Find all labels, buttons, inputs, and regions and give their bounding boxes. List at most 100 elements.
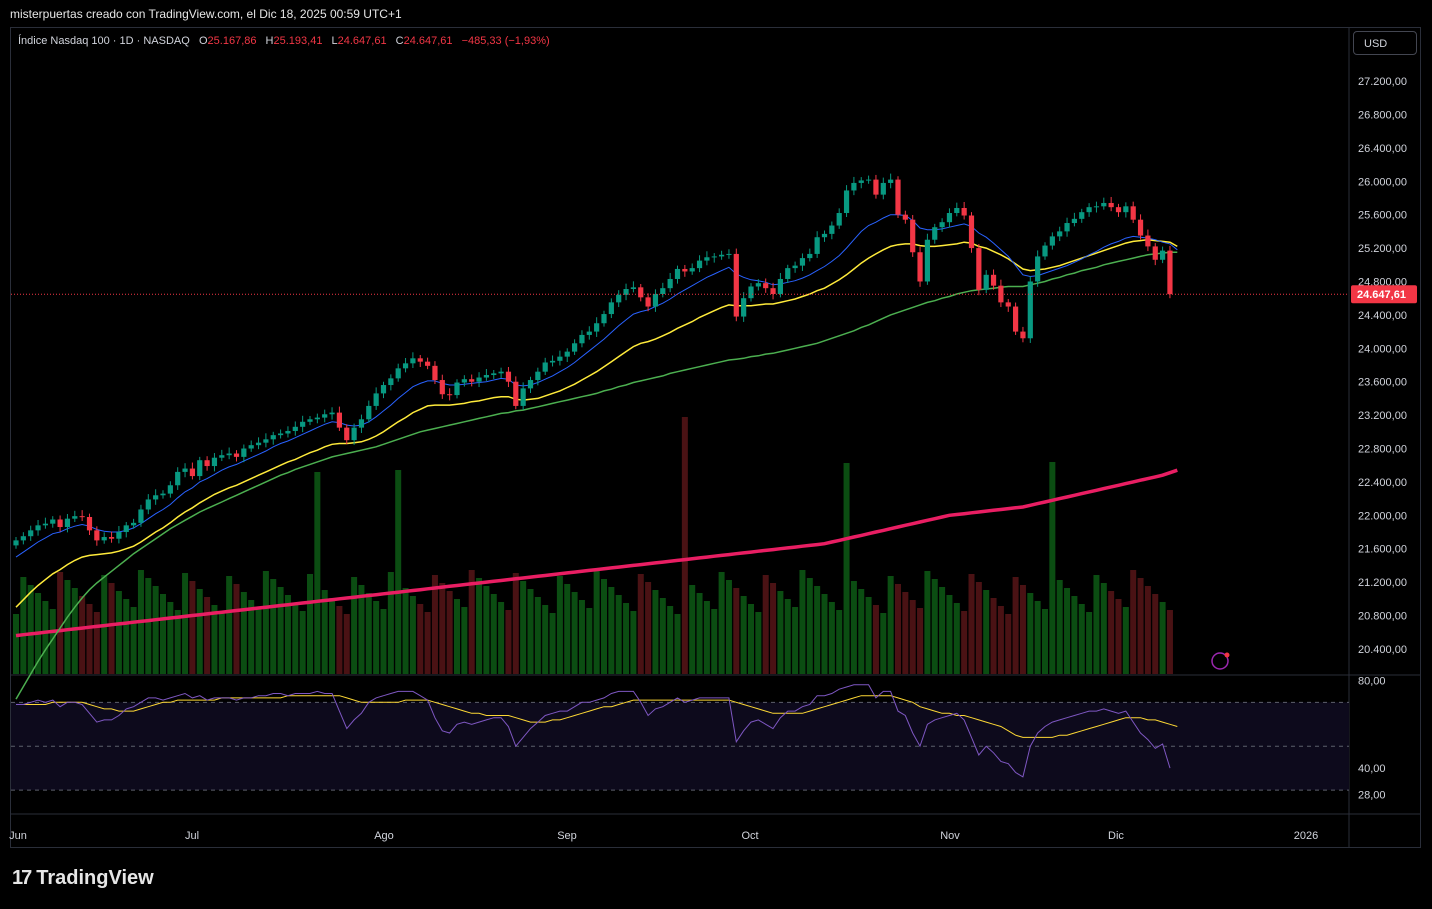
- volume-bar: [667, 606, 674, 674]
- volume-bar: [1012, 577, 1019, 674]
- volume-bar: [218, 613, 225, 674]
- volume-bar: [578, 600, 585, 674]
- alert-bolt-icon[interactable]: [1211, 652, 1229, 670]
- candle-body: [167, 485, 173, 494]
- candle-body: [630, 287, 636, 290]
- volume-bar: [461, 607, 468, 674]
- candle-body: [858, 180, 864, 183]
- candle-body: [535, 371, 541, 381]
- volume-bar: [733, 588, 740, 674]
- price-axis-tick: 26.800,00: [1358, 109, 1407, 121]
- candle-body: [447, 394, 453, 396]
- volume-bar: [1049, 462, 1056, 674]
- volume-bar: [1122, 607, 1129, 674]
- volume-bar: [292, 603, 299, 674]
- volume-bar: [895, 584, 901, 674]
- time-axis-tick: Jun: [9, 830, 27, 842]
- candle-body: [1086, 207, 1092, 213]
- volume-bar: [255, 608, 262, 674]
- volume-bar: [755, 612, 762, 674]
- candle-body: [1057, 231, 1063, 237]
- volume-bar: [262, 571, 269, 674]
- candle-body: [961, 207, 967, 216]
- ema-fast-line: [15, 214, 1178, 558]
- candle-body: [696, 260, 703, 269]
- price-axis-tick: 20.400,00: [1358, 644, 1407, 656]
- candle-body: [652, 294, 659, 307]
- volume-bar: [483, 586, 490, 674]
- candle-body: [410, 358, 416, 364]
- volume-bar: [57, 572, 64, 674]
- candle-body: [491, 373, 497, 376]
- volume-bar: [71, 588, 78, 674]
- candle-body: [763, 283, 769, 289]
- volume-bar: [365, 593, 372, 674]
- candle-body: [990, 274, 997, 286]
- volume-bar: [689, 585, 696, 674]
- volume-bar: [42, 601, 49, 674]
- volume-bar: [1027, 593, 1034, 674]
- candle-body: [895, 179, 901, 215]
- volume-bar: [189, 581, 196, 674]
- candle-body: [366, 405, 372, 420]
- volume-bar: [93, 612, 100, 674]
- volume-bar: [968, 574, 975, 674]
- volume-bar: [314, 472, 321, 674]
- volume-bar: [953, 603, 960, 674]
- candle-body: [902, 214, 908, 220]
- candle-body: [770, 288, 776, 295]
- candle-body: [64, 518, 71, 528]
- candle-body: [513, 381, 519, 406]
- tradingview-brand: TradingView: [36, 867, 154, 889]
- volume-bar: [836, 610, 843, 674]
- volume-bar: [79, 596, 86, 674]
- volume-bar: [130, 607, 137, 674]
- candle-body: [395, 368, 401, 379]
- candle-body: [674, 268, 681, 279]
- volume-bar: [792, 607, 799, 674]
- volume-bar: [645, 582, 652, 674]
- change-value: −485,33 (−1,93%): [461, 35, 550, 47]
- volume-bar: [725, 580, 732, 674]
- time-axis-tick: Jul: [185, 830, 199, 842]
- currency-button[interactable]: USD: [1353, 31, 1417, 55]
- candle-body: [888, 179, 894, 183]
- volume-bar: [1166, 610, 1173, 674]
- volume-bar: [321, 590, 328, 674]
- candle-body: [226, 453, 232, 456]
- volume-bar: [512, 573, 519, 674]
- volume-bar: [983, 590, 990, 674]
- candle-body: [72, 516, 78, 519]
- volume-bar: [711, 609, 718, 674]
- candle-body: [799, 258, 806, 266]
- candle-body: [998, 285, 1004, 303]
- volume-bar: [160, 594, 166, 674]
- candle-body: [204, 460, 210, 467]
- candle-body: [520, 388, 526, 406]
- volume-bar: [336, 606, 343, 674]
- candle-body: [1079, 212, 1085, 219]
- volume-bar: [615, 595, 622, 674]
- candle-body: [1137, 219, 1144, 236]
- candle-body: [42, 523, 48, 526]
- volume-bar: [402, 588, 409, 674]
- volume-bar: [1159, 602, 1166, 674]
- volume-bar: [343, 614, 350, 674]
- tradingview-logo[interactable]: 17 TradingView: [12, 867, 154, 890]
- candle-body: [425, 361, 431, 366]
- volume-bar: [527, 589, 534, 674]
- volume-bar: [13, 614, 19, 674]
- candle-body: [1020, 331, 1026, 339]
- volume-bar: [395, 470, 402, 674]
- candle-body: [917, 252, 923, 282]
- candle-body: [1064, 223, 1070, 232]
- candle-body: [821, 233, 828, 238]
- volume-bar: [520, 581, 527, 674]
- volume-bar: [446, 591, 453, 674]
- candle-body: [755, 283, 761, 287]
- rsi-axis-tick: 80,00: [1358, 675, 1386, 687]
- candle-body: [241, 448, 247, 457]
- candle-body: [733, 253, 739, 317]
- time-axis-tick: Dic: [1108, 830, 1124, 842]
